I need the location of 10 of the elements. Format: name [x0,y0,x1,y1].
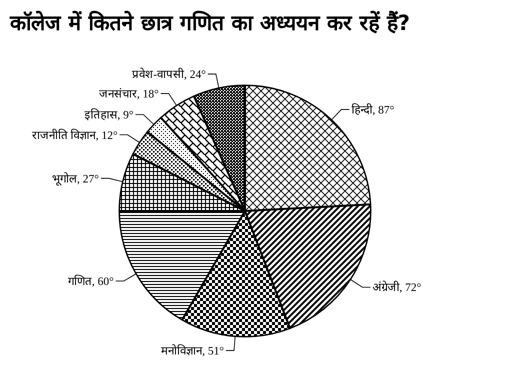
slice-label: राजनीति विज्ञान, 12° [32,128,118,142]
slice-label: इतिहास, 9° [84,108,134,122]
slice-label: जनसंचार, 18° [98,88,160,101]
slice-label: भूगोल, 27° [52,171,100,186]
slice-label: गणित, 60° [68,274,114,288]
slice-label: अंग्रेजी, 72° [372,280,422,294]
chart-title: कॉलेज में कितने छात्र गणित का अध्ययन कर रहें हैं? [9,10,410,35]
slice-label: मनोविज्ञान, 51° [161,344,224,358]
slice-label: प्रवेश-वापसी, 24° [132,67,206,82]
slice-label: हिन्दी, 87° [351,102,395,116]
